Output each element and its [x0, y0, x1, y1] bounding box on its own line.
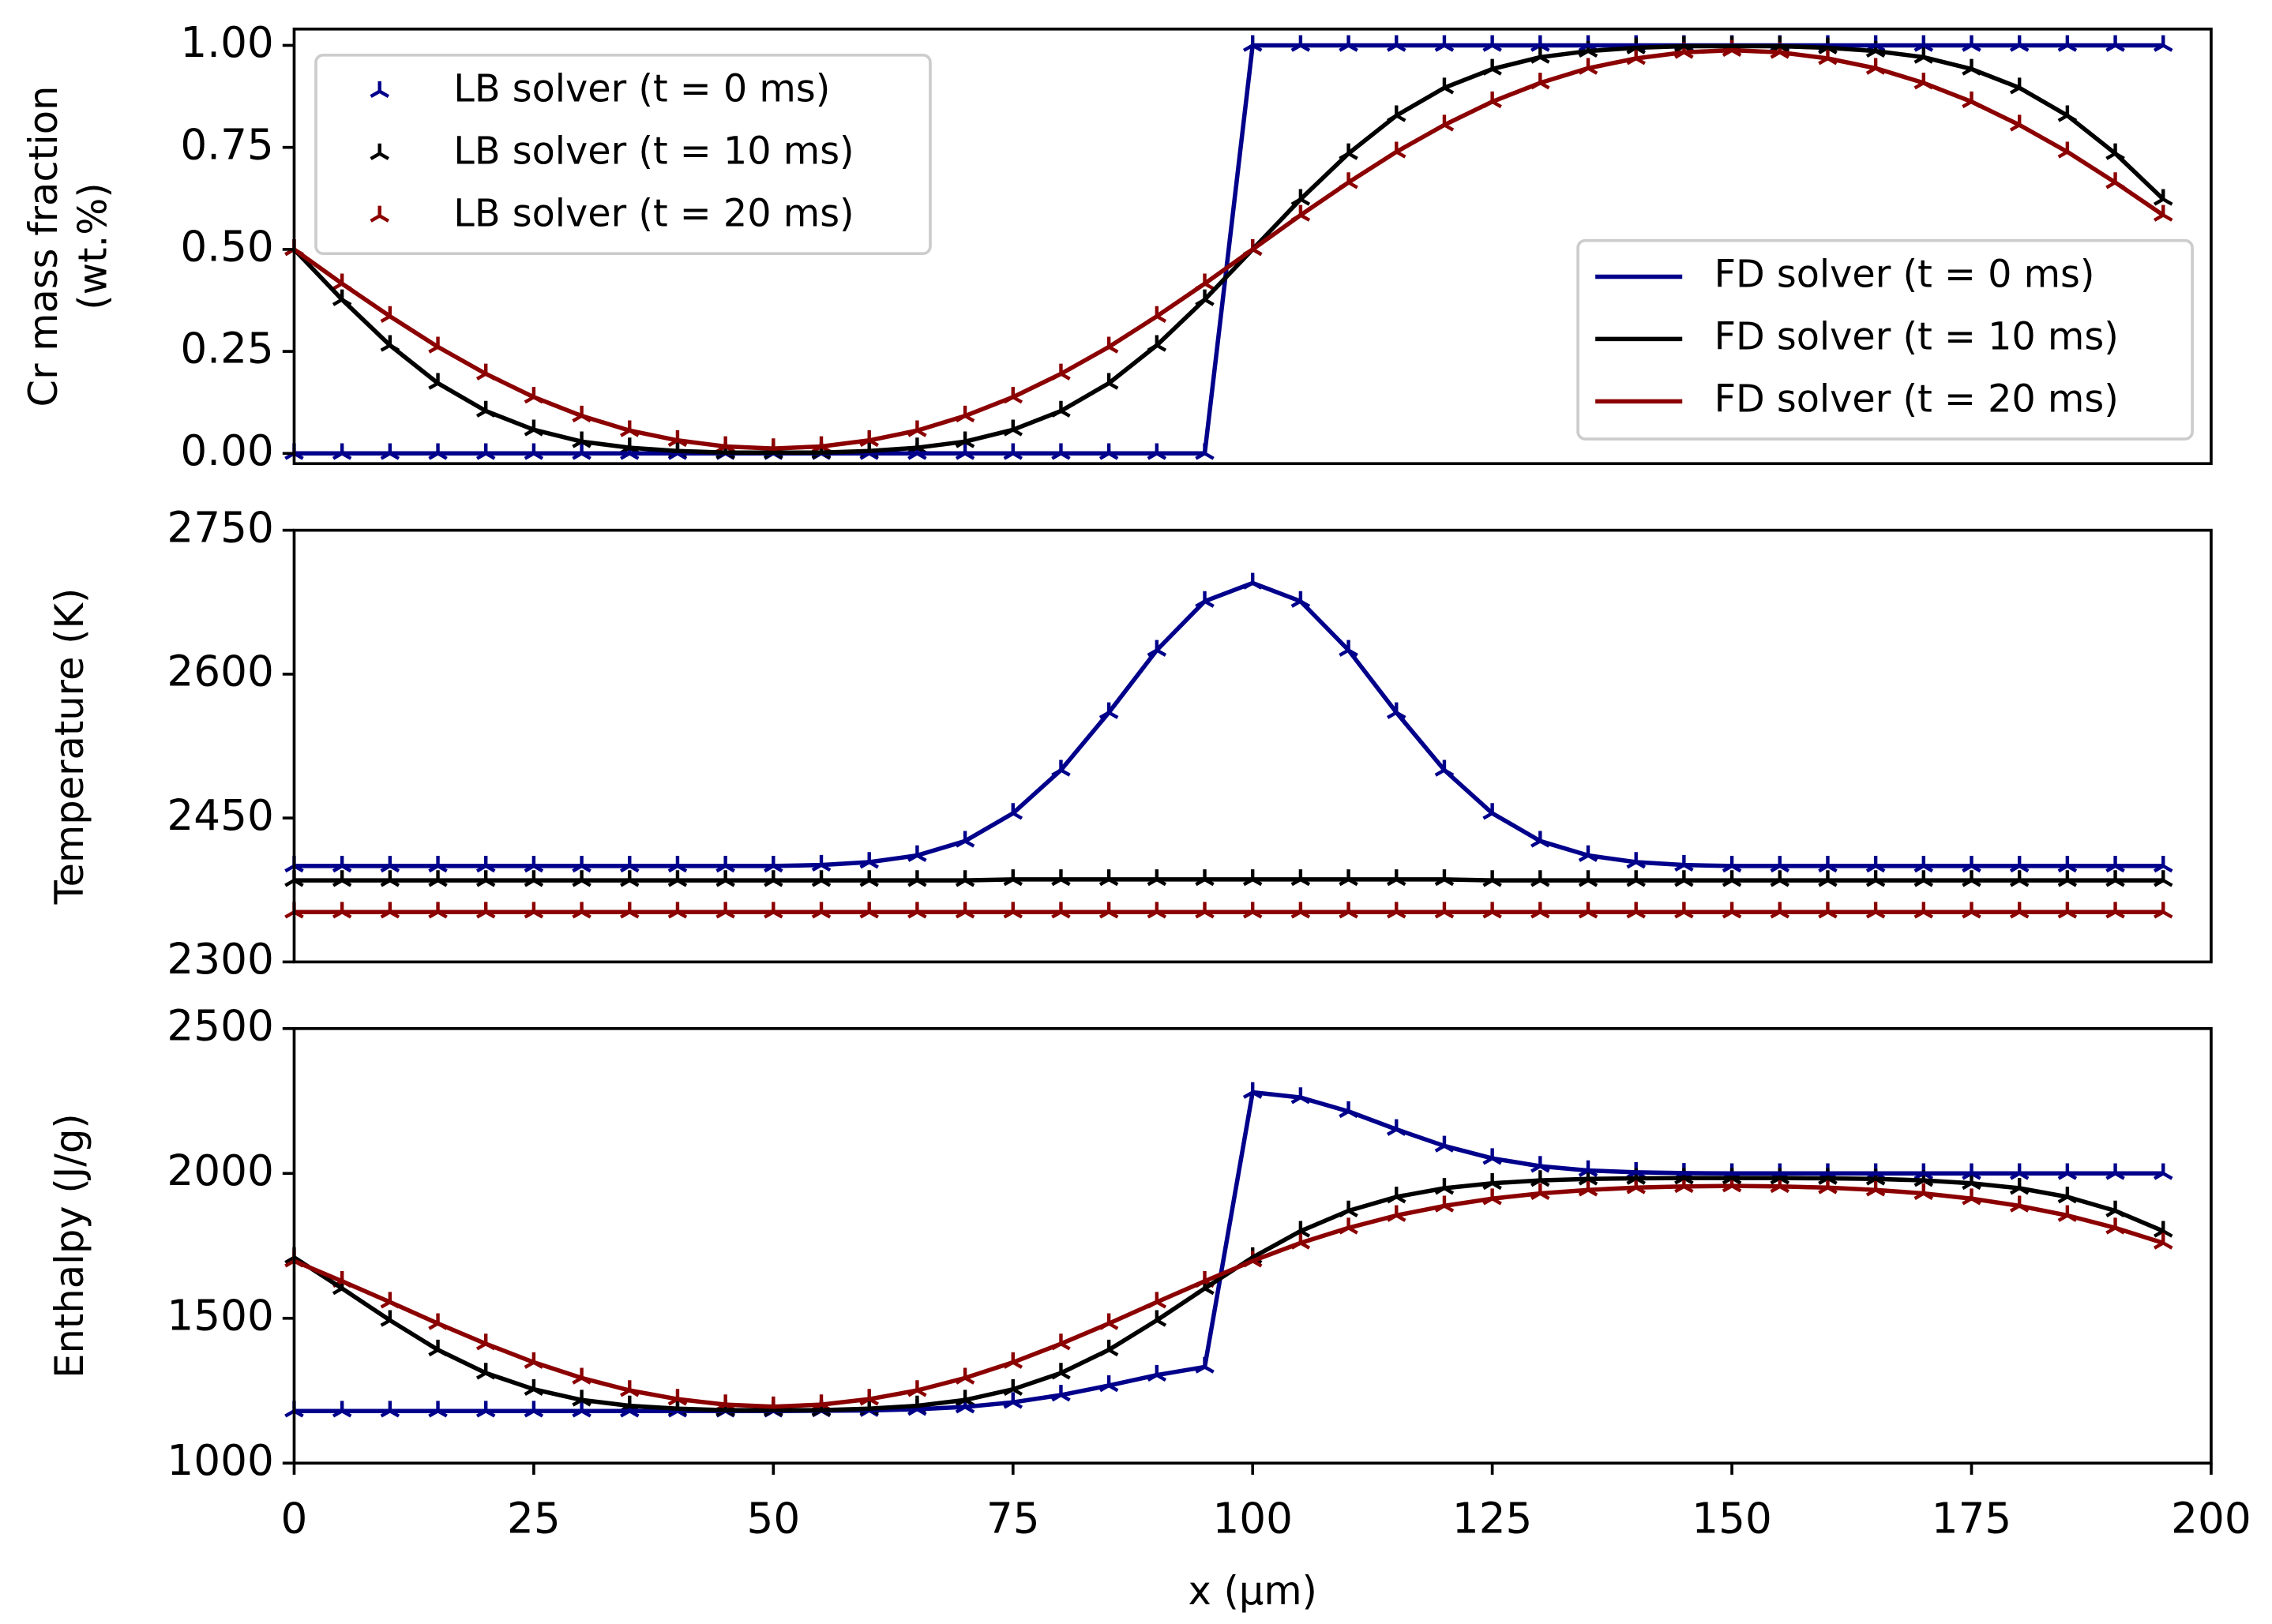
axes-frame — [292, 528, 2213, 964]
legend-label: FD solver (t = 0 ms) — [1714, 253, 2095, 297]
y-tick-label: 1000 — [167, 1436, 273, 1485]
y-tick-label: 2600 — [167, 647, 273, 696]
y-tick-label: 2750 — [167, 503, 273, 552]
x-tick-label: 175 — [1932, 1494, 2012, 1543]
legend-marker — [370, 81, 389, 99]
y-tick-label: 0.00 — [180, 426, 273, 475]
legend-label: LB solver (t = 20 ms) — [453, 192, 854, 235]
x-tick-label: 150 — [1692, 1494, 1772, 1543]
line — [293, 1183, 2165, 1409]
x-tick-label: 25 — [507, 1494, 561, 1543]
y-tick-label: 1500 — [167, 1291, 273, 1340]
y-tick-label: 2000 — [167, 1146, 273, 1195]
legend-label: FD solver (t = 10 ms) — [1714, 315, 2119, 358]
line — [292, 43, 2165, 456]
x-tick-label: 0 — [281, 1494, 308, 1543]
y-tick-label: 2300 — [167, 935, 273, 984]
x-tick-label: 125 — [1452, 1494, 1533, 1543]
legend-box — [1576, 238, 2194, 441]
legend-box — [314, 53, 932, 256]
y-axis-label: (wt.%) — [70, 182, 116, 309]
x-tick-label: 200 — [2171, 1494, 2251, 1543]
legend-marker — [370, 205, 389, 223]
legend-label: FD solver (t = 20 ms) — [1714, 377, 2119, 421]
legend: FD solver (t = 0 ms) FD solver (t = 10 ms… — [1576, 238, 2194, 441]
line — [294, 580, 2164, 868]
legend-marker — [370, 143, 389, 160]
axes-frame — [292, 27, 2213, 466]
legend: LB solver (t = 0 ms) LB solver (t = 10 ms… — [314, 53, 932, 256]
line — [294, 1090, 2164, 1413]
x-axis-label: x (µm) — [1188, 1568, 1316, 1614]
x-tick-label: 100 — [1212, 1494, 1293, 1543]
legend-label: LB solver (t = 10 ms) — [453, 130, 854, 174]
y-axis-label: Cr mass fraction — [21, 86, 66, 407]
y-tick-label: 1.00 — [180, 18, 273, 67]
y-tick-label: 2500 — [167, 1001, 273, 1050]
y-axis-label: Temperature (K) — [47, 588, 92, 906]
x-tick-label: 50 — [746, 1494, 800, 1543]
x-tick-label: 75 — [986, 1494, 1040, 1543]
y-tick-label: 2450 — [167, 791, 273, 840]
y-axis-label: Enthalpy (J/g) — [47, 1113, 92, 1378]
line — [292, 47, 2165, 451]
y-tick-label: 0.50 — [180, 223, 273, 272]
legend-label: LB solver (t = 0 ms) — [453, 68, 830, 111]
line — [294, 43, 2164, 456]
y-tick-label: 0.25 — [180, 324, 273, 373]
y-tick-label: 0.75 — [180, 120, 273, 169]
